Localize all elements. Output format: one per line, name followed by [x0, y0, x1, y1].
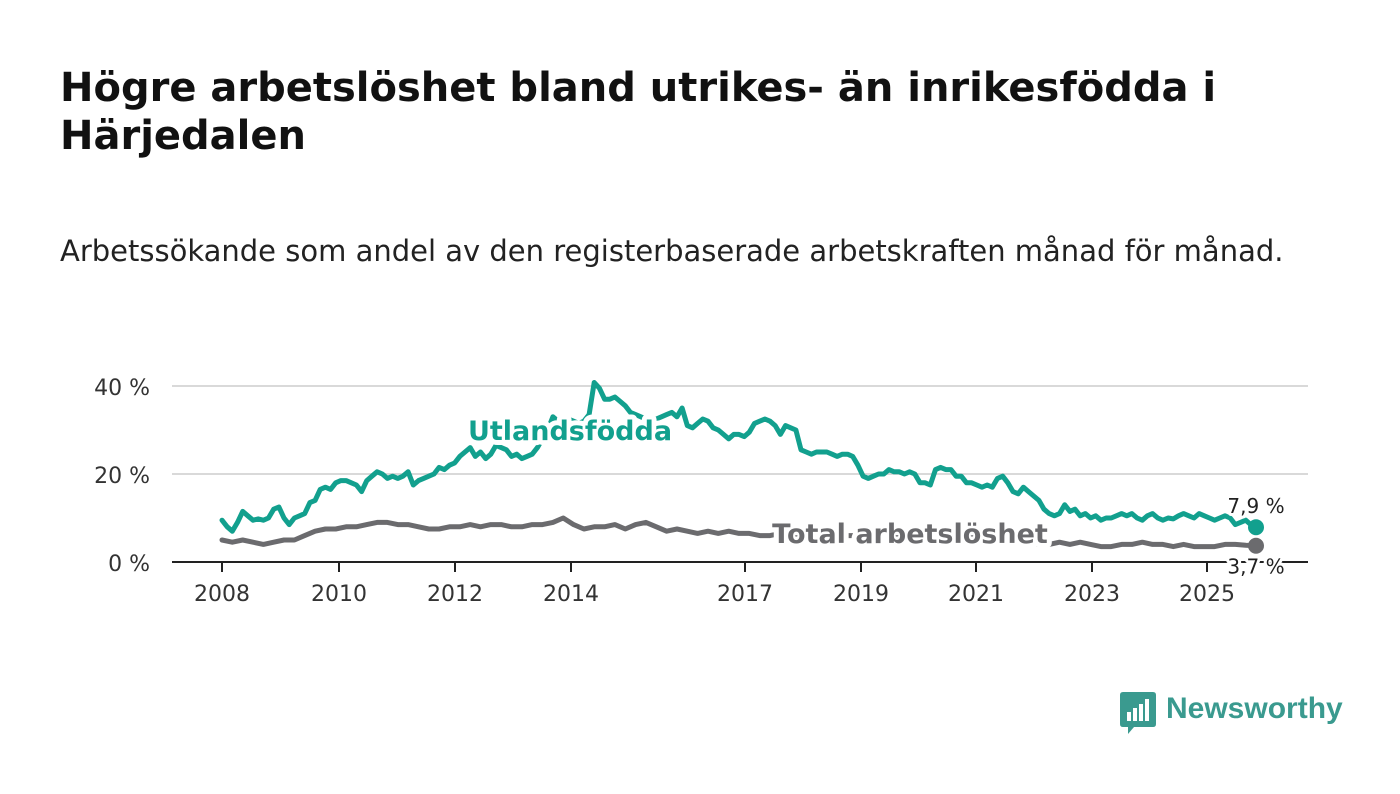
page-subtitle: Arbetssökande som andel av den registerb…: [60, 234, 1284, 268]
x-tick-label: 2023: [1064, 582, 1120, 607]
total-arbetsloshet-label: Total arbetslöshet: [772, 519, 1048, 550]
utlandsfodda-line: [219, 380, 1259, 534]
utlandsfodda-label: Utlandsfödda: [468, 416, 672, 447]
x-tick-label: 2025: [1179, 582, 1235, 607]
utlandsfodda-end-value-label: 7,9 %: [1227, 494, 1284, 518]
total-end-value-label: 3,7 %: [1227, 555, 1284, 579]
y-tick-label: 0 %: [108, 552, 150, 577]
utlandsfodda-end-marker: [1248, 519, 1264, 536]
total-arbetsloshet-line: [219, 515, 1259, 550]
x-tick-label: 2010: [311, 582, 367, 607]
end-value-label-halo: 7,9 %: [1227, 494, 1284, 518]
x-tick-label: 2021: [948, 582, 1004, 607]
end-value-label-halo: 3,7 %: [1227, 555, 1284, 579]
x-tick-label: 2014: [543, 582, 599, 607]
utlandsfodda-label-halo: Utlandsfödda: [468, 416, 672, 447]
total-end-marker: [1248, 537, 1264, 554]
x-tick-label: 2012: [427, 582, 483, 607]
y-tick-label: 40 %: [94, 376, 150, 401]
x-tick-label: 2019: [833, 582, 889, 607]
x-tick-label: 2008: [194, 582, 250, 607]
page-title: Högre arbetslöshet bland utrikes- än inr…: [60, 65, 1217, 159]
y-tick-label: 20 %: [94, 464, 150, 489]
newsworthy-logo[interactable]: Newsworthy: [1118, 690, 1358, 736]
brand-name: Newsworthy: [1166, 692, 1343, 725]
x-tick-label: 2017: [717, 582, 773, 607]
bar-chart-speech-bubble-icon: [1120, 692, 1156, 734]
total-arbetsloshet-label-halo: Total arbetslöshet: [772, 519, 1048, 550]
